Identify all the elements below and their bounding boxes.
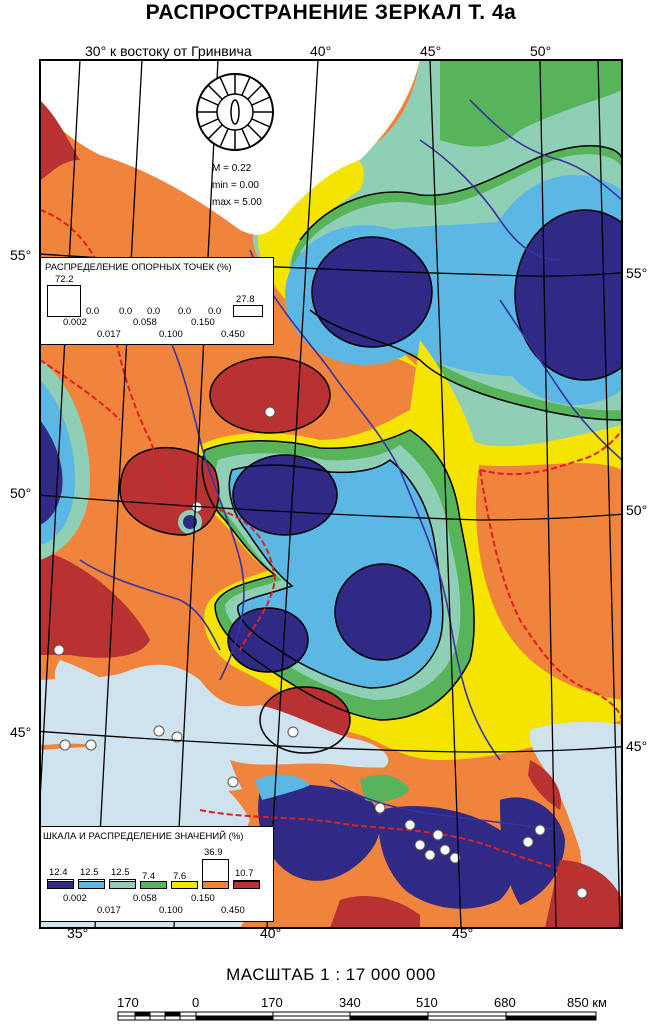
- point-distribution-title: РАСПРЕДЕЛЕНИЕ ОПОРНЫХ ТОЧЕК (%): [45, 262, 232, 273]
- left-label-lat50: 50°: [10, 485, 32, 501]
- value-threshold-high-3: 0.450: [221, 905, 245, 916]
- value-scale-title: ШКАЛА И РАСПРЕДЕЛЕНИЕ ЗНАЧЕНИЙ (%): [43, 831, 244, 842]
- point-distribution-mid-5: 0.0: [208, 306, 222, 317]
- zone-caucasus-green: [360, 774, 410, 802]
- observation-points: [53, 406, 588, 899]
- point-threshold-low-3: 0.150: [191, 317, 215, 328]
- value-scale-swatch: [171, 881, 198, 889]
- value-threshold-low-1: 0.002: [63, 893, 87, 904]
- zone-yellow-ne: [257, 157, 622, 470]
- value-threshold-low-2: 0.058: [133, 893, 157, 904]
- contour-lines: [119, 145, 622, 754]
- right-label-lat45: 45°: [626, 738, 648, 754]
- point-distribution-first-box: [47, 285, 81, 317]
- scale-tick-7: 850 км: [567, 995, 607, 1010]
- zone-red-southwest: [40, 550, 150, 658]
- top-label-lon50: 50°: [530, 43, 552, 59]
- left-label-lat55: 55°: [10, 247, 32, 263]
- point-threshold-low-1: 0.002: [63, 317, 87, 328]
- value-scale-legend: ШКАЛА И РАСПРЕДЕЛЕНИЕ ЗНАЧЕНИЙ (%) 12.4 1…: [40, 826, 274, 922]
- right-label-lat50: 50°: [626, 502, 648, 518]
- map-title: РАСПРОСТРАНЕНИЕ ЗЕРКАЛ Т. 4а: [145, 1, 517, 24]
- top-label-lon45: 45°: [420, 43, 442, 59]
- point-threshold-low-2: 0.058: [133, 317, 157, 328]
- point-distribution-mid-4: 0.0: [178, 306, 192, 317]
- graticule: [40, 60, 622, 928]
- right-label-lat55: 55°: [626, 265, 648, 281]
- zone-caucasus-blue: [255, 774, 310, 800]
- value-scale-percent: 10.7: [235, 868, 254, 880]
- zone-caucasus-dark-west: [258, 784, 381, 881]
- point-distribution-mid-2: 0.0: [119, 306, 133, 317]
- scale-tick-2: 0: [192, 995, 200, 1010]
- point-distribution-mid-1: 0.0: [86, 306, 100, 317]
- zone-caucasus-dark-east: [378, 806, 515, 909]
- zone-caucasus-red-s: [330, 895, 420, 928]
- value-scale-percent: 7.4: [142, 870, 156, 882]
- value-scale-percent: 12.4: [49, 866, 68, 878]
- value-scale-percent: 12.5: [111, 866, 130, 878]
- zone-dark-ne-east: [515, 210, 622, 380]
- stat-mean: M = 0.22: [212, 163, 252, 174]
- point-distribution-legend: РАСПРЕДЕЛЕНИЕ ОПОРНЫХ ТОЧЕК (%) 72.2 0.0…: [40, 257, 274, 345]
- top-label-lon40: 40°: [310, 43, 332, 59]
- zone-dark-central-east: [335, 564, 431, 660]
- zone-caucasus-red: [528, 760, 561, 810]
- point-threshold-high-2: 0.100: [159, 329, 183, 340]
- value-threshold-low-3: 0.150: [191, 893, 215, 904]
- stat-max: max = 5.00: [212, 197, 262, 208]
- point-threshold-high-1: 0.017: [97, 329, 121, 340]
- sea-azov-fill: [54, 660, 261, 765]
- scale-bar: [117, 1011, 597, 1021]
- scale-tick-6: 680: [494, 995, 516, 1010]
- point-distribution-mid-3: 0.0: [147, 306, 161, 317]
- point-distribution-first: 72.2: [55, 274, 74, 285]
- left-label-lat45: 45°: [10, 724, 32, 740]
- value-scale-swatch: [78, 881, 105, 889]
- rivers: [79, 99, 622, 831]
- value-scale-swatch: [109, 881, 136, 889]
- value-scale-swatch: [202, 881, 229, 889]
- value-threshold-high-1: 0.017: [97, 905, 121, 916]
- value-scale-percent: 36.9: [204, 847, 223, 858]
- value-scale-swatch: [47, 881, 74, 889]
- map-body: [40, 60, 622, 928]
- zone-red-nw-corner: [40, 100, 80, 180]
- zone-dark-ne-west: [312, 237, 432, 347]
- value-scale-swatch: [140, 881, 167, 889]
- scale-tick-4: 340: [339, 995, 361, 1010]
- zone-green-ne: [440, 60, 622, 147]
- zone-dark-central-north: [233, 455, 337, 535]
- map-frame: [39, 59, 623, 929]
- scale-tick-5: 510: [416, 995, 438, 1010]
- value-scale-percent: 7.6: [173, 870, 187, 882]
- value-threshold-high-2: 0.100: [159, 905, 183, 916]
- value-scale-swatch: [233, 881, 260, 889]
- rose-diagram: [196, 73, 274, 151]
- point-threshold-high-3: 0.450: [221, 329, 245, 340]
- stat-min: min = 0.00: [212, 180, 259, 191]
- point-distribution-last: 27.8: [236, 294, 255, 305]
- point-distribution-last-box: [233, 305, 263, 317]
- value-scale-percent: 12.5: [80, 866, 99, 878]
- scale-title: МАСШТАБ 1 : 17 000 000: [226, 965, 436, 984]
- borders: [40, 209, 622, 881]
- top-label-lon30: 30° к востоку от Гринвича: [85, 43, 252, 59]
- zone-small-low-core: [183, 515, 197, 529]
- scale-tick-1: 170: [117, 995, 139, 1010]
- scale-tick-3: 170: [261, 995, 283, 1010]
